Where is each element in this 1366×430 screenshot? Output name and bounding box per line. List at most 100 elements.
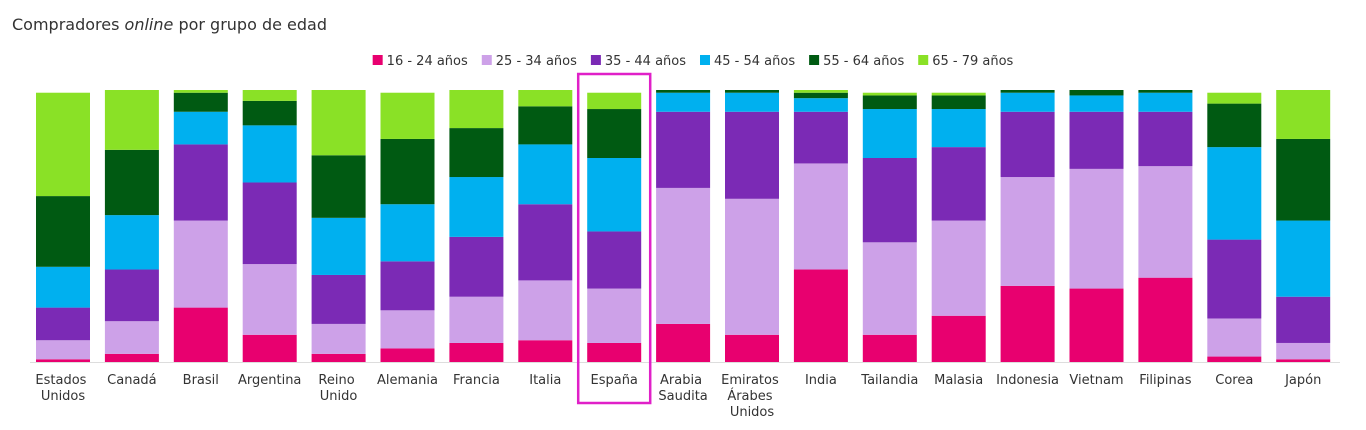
bar-segment xyxy=(518,144,573,205)
bar-segment xyxy=(725,111,779,199)
bar-segment xyxy=(1276,90,1331,139)
x-tick-label: Arabia Saudita xyxy=(658,373,707,404)
bar-segment xyxy=(173,144,228,221)
bar-segment xyxy=(793,90,848,93)
bar-segment xyxy=(449,177,504,237)
highlight-box xyxy=(576,72,652,405)
bar-segment xyxy=(656,90,711,93)
label-line: Alemania xyxy=(377,373,438,388)
bar-segment xyxy=(656,323,711,362)
bar-segment xyxy=(862,92,917,96)
bar-segment xyxy=(104,269,159,322)
bar-segment xyxy=(1276,138,1331,221)
legend-item: 65 - 79 años xyxy=(918,54,1014,69)
title-part: Compradores xyxy=(12,15,119,34)
bar-segment xyxy=(793,92,848,99)
bar-segment xyxy=(656,92,711,112)
bar-segment xyxy=(656,187,711,324)
bar-segment xyxy=(104,353,159,362)
bar-segment xyxy=(587,92,642,110)
bar-segment xyxy=(1207,92,1262,104)
bar-segment xyxy=(1000,177,1055,286)
bar-segment xyxy=(587,158,642,232)
bar-segment xyxy=(931,147,986,221)
bar-segment xyxy=(862,109,917,158)
chart-title: Compradores online por grupo de edad xyxy=(12,15,327,34)
bar-segment xyxy=(1276,296,1331,343)
bar-segment xyxy=(1276,220,1331,297)
label-line: Saudita xyxy=(658,389,707,404)
bar-segment xyxy=(311,217,366,275)
label-line: Unidos xyxy=(41,389,86,404)
label-line: Árabes xyxy=(727,388,776,404)
bar-segment xyxy=(104,215,159,270)
label-line: Arabia xyxy=(660,373,706,388)
bar-segment xyxy=(36,92,90,197)
bar-segment xyxy=(311,155,366,218)
bar-segment xyxy=(518,280,573,341)
x-tick-label: España xyxy=(590,373,637,388)
label-line: Argentina xyxy=(238,373,301,388)
bar-segment xyxy=(862,334,917,362)
bar-segment xyxy=(862,95,917,110)
bar-segment xyxy=(1000,285,1055,362)
x-tick-label: Filipinas xyxy=(1139,373,1191,388)
legend-swatch xyxy=(700,55,710,65)
label-line: Japón xyxy=(1284,373,1321,388)
legend-item: 45 - 54 años xyxy=(700,54,795,69)
x-tick-label: Alemania xyxy=(377,373,438,388)
legend-label: 35 - 44 años xyxy=(605,54,686,69)
bar-segment xyxy=(587,288,642,343)
bar-segment xyxy=(1207,318,1262,357)
bar-segment xyxy=(518,90,573,107)
bar-segment xyxy=(1138,111,1193,167)
bar-segment xyxy=(1069,168,1124,289)
bar-segment xyxy=(242,264,297,335)
bar-segment xyxy=(725,334,779,362)
legend-swatch xyxy=(590,55,601,65)
bar-segment xyxy=(1069,111,1124,169)
bar-segment xyxy=(311,90,366,156)
bar-segment xyxy=(1000,92,1055,112)
legend-item: 25 - 34 años xyxy=(481,54,577,69)
bar-segment xyxy=(311,323,366,354)
bar-segment xyxy=(449,90,504,129)
x-tick-label: Canadá xyxy=(107,373,156,388)
x-tick-label: Argentina xyxy=(238,373,301,388)
bar-segment xyxy=(449,296,504,343)
label-line: Unido xyxy=(320,389,358,404)
bar-segment xyxy=(1138,90,1193,93)
label-line: India xyxy=(805,373,837,388)
x-tick-label: Francia xyxy=(453,373,500,388)
bar-segment xyxy=(104,90,159,150)
bar-segment xyxy=(587,231,642,289)
x-tick-label: India xyxy=(805,373,837,388)
bar-segment xyxy=(104,321,159,354)
bar-segment xyxy=(1138,277,1193,362)
x-tick-label: Malasia xyxy=(934,373,983,388)
x-tick-label: Vietnam xyxy=(1069,373,1123,388)
bar-segment xyxy=(862,242,917,335)
bar-segment xyxy=(242,90,297,101)
bar-segment xyxy=(36,307,90,341)
bar-segment xyxy=(518,340,573,362)
bar-segment xyxy=(242,182,297,265)
label-line: Unidos xyxy=(730,405,775,420)
bar-segment xyxy=(725,198,779,335)
bar-segment xyxy=(449,236,504,297)
label-line: España xyxy=(590,373,637,388)
label-line: Francia xyxy=(453,373,500,388)
bar-segment xyxy=(1000,90,1055,93)
bar-segment xyxy=(380,204,435,262)
label-line: Indonesia xyxy=(996,373,1059,388)
legend-label: 25 - 34 años xyxy=(496,54,577,69)
bar-segment xyxy=(725,92,779,112)
bar-segment xyxy=(36,340,90,360)
bar-segment xyxy=(518,204,573,281)
bar-segment xyxy=(931,92,986,96)
label-line: Reino xyxy=(318,373,358,388)
bar-segment xyxy=(1138,166,1193,278)
bar-segment xyxy=(931,95,986,110)
bar-segment xyxy=(380,310,435,349)
